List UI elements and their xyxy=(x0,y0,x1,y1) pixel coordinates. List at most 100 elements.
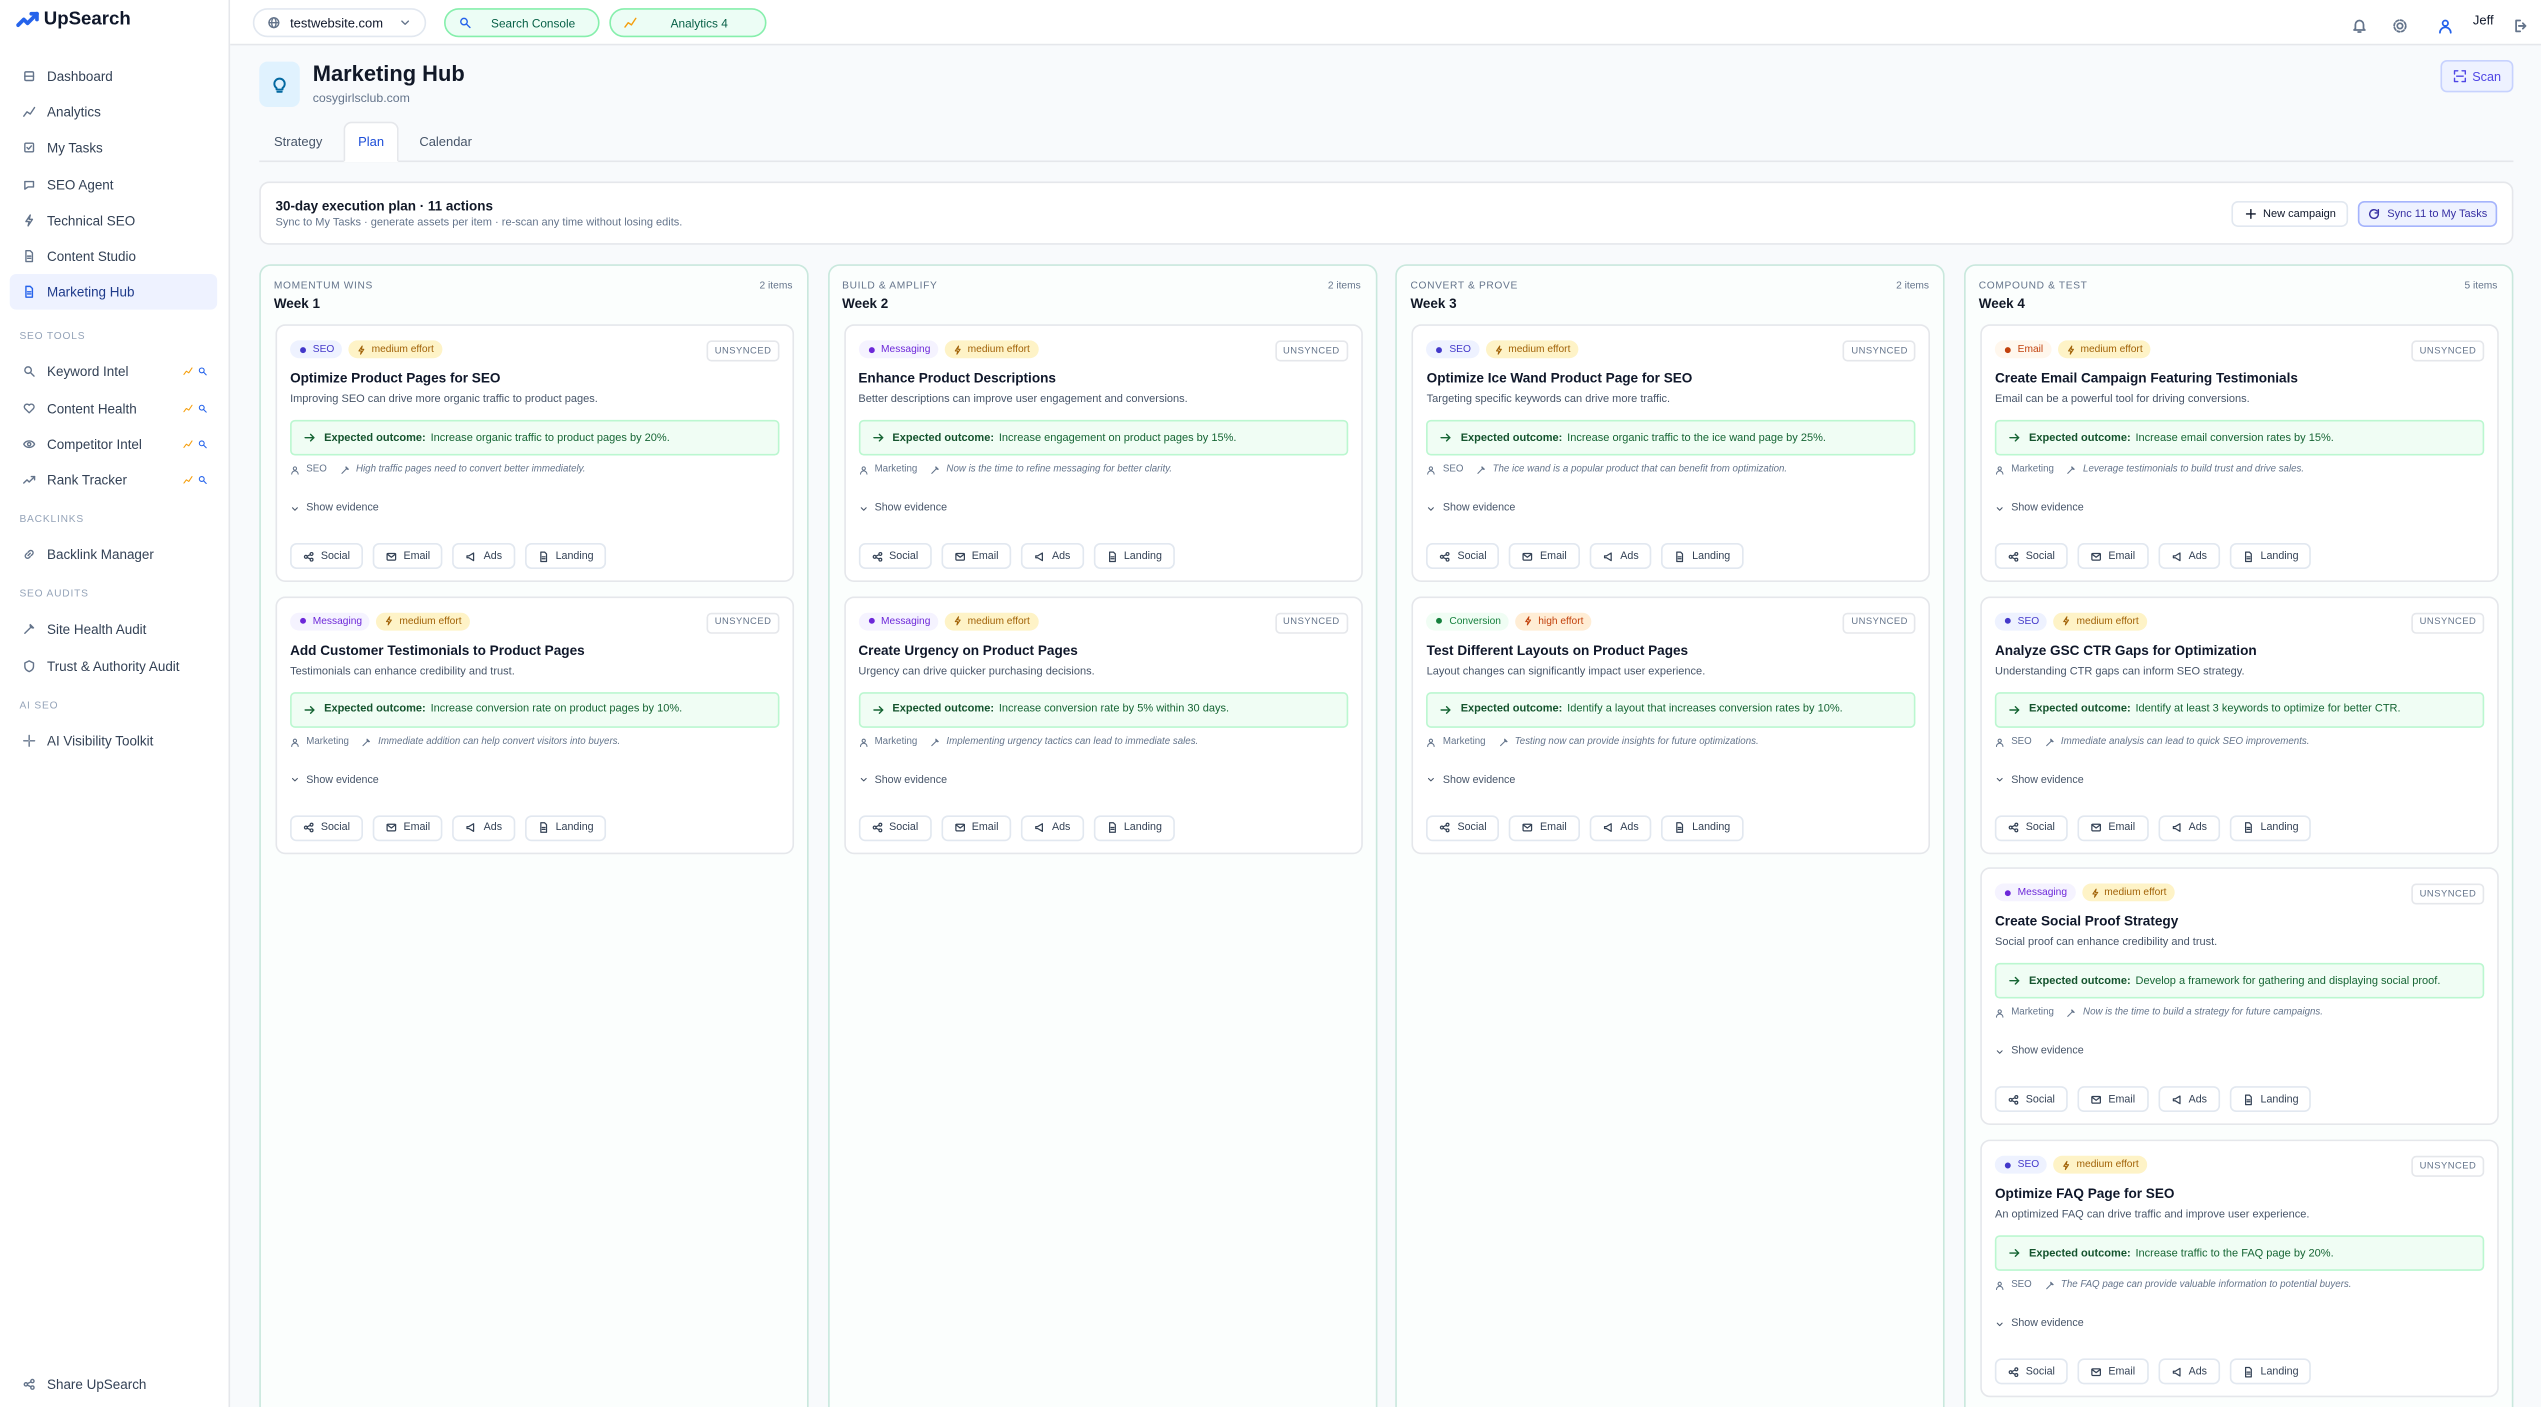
icon-part xyxy=(1996,506,2003,510)
owner: SEO xyxy=(306,465,327,475)
asset-button[interactable]: Social xyxy=(858,543,932,569)
icon xyxy=(23,107,36,118)
tab[interactable]: Plan xyxy=(343,121,399,163)
icon-part xyxy=(2008,1369,2013,1374)
show-evidence[interactable]: Show evidence xyxy=(858,503,947,514)
asset-button[interactable]: Social xyxy=(1994,814,2068,841)
asset-button[interactable]: Landing xyxy=(1093,543,1175,569)
asset-button[interactable]: Email xyxy=(372,543,444,569)
user-button[interactable] xyxy=(2437,13,2453,42)
asset-button[interactable]: Ads xyxy=(1589,543,1652,569)
nav-item[interactable]: My Tasks xyxy=(10,130,217,166)
gear-button[interactable] xyxy=(2392,13,2408,42)
asset-button[interactable]: Email xyxy=(1509,814,1580,841)
asset-button[interactable]: Landing xyxy=(2229,543,2312,569)
show-evidence[interactable]: Show evidence xyxy=(290,503,379,514)
asset-button[interactable]: Ads xyxy=(1021,543,1084,569)
nav-item[interactable]: Content Studio xyxy=(10,238,217,274)
icon xyxy=(1603,823,1612,833)
asset-button[interactable]: Landing xyxy=(524,543,607,569)
asset-button[interactable]: Landing xyxy=(524,814,607,841)
asset-button[interactable]: Landing xyxy=(2229,1358,2312,1385)
icon-part xyxy=(1429,738,1434,743)
nav-item[interactable]: Technical SEO xyxy=(10,202,217,238)
nav-item[interactable]: Marketing Hub xyxy=(9,274,218,311)
asset-button[interactable]: Ads xyxy=(2157,543,2220,569)
tab[interactable]: Calendar xyxy=(419,133,472,149)
asset-button[interactable]: Email xyxy=(1509,543,1580,569)
asset-button[interactable]: Ads xyxy=(1021,814,1084,841)
nav-item[interactable]: Competitor Intel xyxy=(10,426,217,462)
icon xyxy=(25,250,34,263)
icon-part xyxy=(2011,1099,2016,1103)
show-evidence[interactable]: Show evidence xyxy=(1995,1318,2084,1329)
asset-button[interactable]: Email xyxy=(372,814,444,841)
asset-button[interactable]: Social xyxy=(290,814,363,841)
asset-button[interactable]: Ads xyxy=(2157,1086,2220,1113)
asset-button[interactable]: Landing xyxy=(1661,814,1744,841)
icon-part xyxy=(874,827,880,831)
asset-button[interactable]: Social xyxy=(1994,1086,2068,1113)
type-tag: Messaging xyxy=(1994,884,2076,902)
asset-button[interactable]: Ads xyxy=(452,814,516,841)
site-selector[interactable]: testwebsite.com xyxy=(252,8,427,38)
show-evidence[interactable]: Show evidence xyxy=(1995,1046,2084,1058)
nav-item[interactable]: Rank Tracker xyxy=(10,462,217,498)
show-evidence[interactable]: Show evidence xyxy=(1427,774,1515,786)
asset-button[interactable]: Social xyxy=(1994,543,2068,569)
nav-item[interactable]: Analytics xyxy=(10,94,217,130)
icon-part xyxy=(2008,1097,2013,1102)
outcome-value: Identify at least 3 keywords to optimize… xyxy=(2135,703,2401,716)
card-description: Social proof can enhance credibility and… xyxy=(1994,937,2218,949)
out-button[interactable] xyxy=(2513,13,2529,42)
nav-item[interactable]: Trust & Authority Audit xyxy=(10,647,217,683)
asset-button[interactable]: Social xyxy=(858,814,932,841)
asset-button[interactable]: Ads xyxy=(452,543,516,569)
nav-item[interactable]: Backlink Manager xyxy=(10,537,217,573)
nav-item[interactable]: Content Health xyxy=(10,390,217,426)
icon-part xyxy=(954,552,965,558)
show-evidence[interactable]: Show evidence xyxy=(290,774,379,786)
icon-part xyxy=(2014,433,2020,442)
show-evidence[interactable]: Show evidence xyxy=(858,774,947,786)
icon-part xyxy=(2393,19,2407,33)
show-evidence[interactable]: Show evidence xyxy=(1995,774,2084,786)
show-evidence[interactable]: Show evidence xyxy=(1995,503,2084,514)
asset-button[interactable]: Social xyxy=(290,543,363,569)
plan-button[interactable]: Sync 11 to My Tasks xyxy=(2357,201,2498,227)
asset-button[interactable]: Landing xyxy=(2229,1086,2312,1113)
asset-button[interactable]: Ads xyxy=(2157,1358,2220,1385)
asset-button[interactable]: Ads xyxy=(2157,814,2220,841)
scan-button[interactable]: Scan xyxy=(2440,59,2514,93)
nav-item[interactable]: Dashboard xyxy=(10,58,217,94)
bell-button[interactable] xyxy=(2351,13,2367,42)
asset-button[interactable]: Social xyxy=(1426,543,1500,569)
asset-button[interactable]: Email xyxy=(2077,814,2149,841)
asset-button[interactable]: Landing xyxy=(1661,543,1744,569)
asset-button[interactable]: Email xyxy=(2077,1358,2149,1385)
show-evidence[interactable]: Show evidence xyxy=(1427,503,1515,514)
asset-button[interactable]: Social xyxy=(1426,814,1500,841)
outcome-label: Expected outcome: xyxy=(1460,703,1563,716)
nav-item[interactable]: SEO Agent xyxy=(10,166,217,202)
asset-label: Email xyxy=(2108,1365,2136,1378)
integration-pill[interactable]: Analytics 4 xyxy=(609,8,767,38)
asset-button[interactable]: Landing xyxy=(1093,814,1175,841)
asset-button[interactable]: Landing xyxy=(2229,814,2312,841)
integration-pill[interactable]: Search Console xyxy=(444,8,600,38)
share-link[interactable]: Share UpSearch xyxy=(23,1376,147,1392)
type-tag: SEO xyxy=(1994,1155,2048,1174)
nav-item[interactable]: Keyword Intel xyxy=(10,354,217,390)
asset-actions: Social Email Ads Landing xyxy=(1994,814,2312,841)
asset-button[interactable]: Email xyxy=(2077,1086,2149,1113)
nav-item[interactable]: Site Health Audit xyxy=(10,612,217,648)
asset-button[interactable]: Social xyxy=(1994,1358,2068,1385)
asset-button[interactable]: Email xyxy=(2077,543,2149,569)
asset-button[interactable]: Email xyxy=(940,814,1012,841)
plan-button[interactable]: New campaign xyxy=(2231,201,2349,227)
asset-button[interactable]: Ads xyxy=(1589,814,1652,841)
tab[interactable]: Strategy xyxy=(274,133,323,149)
icon-part xyxy=(309,551,314,556)
asset-button[interactable]: Email xyxy=(940,543,1012,569)
nav-item[interactable]: AI Visibility Toolkit xyxy=(10,722,217,758)
